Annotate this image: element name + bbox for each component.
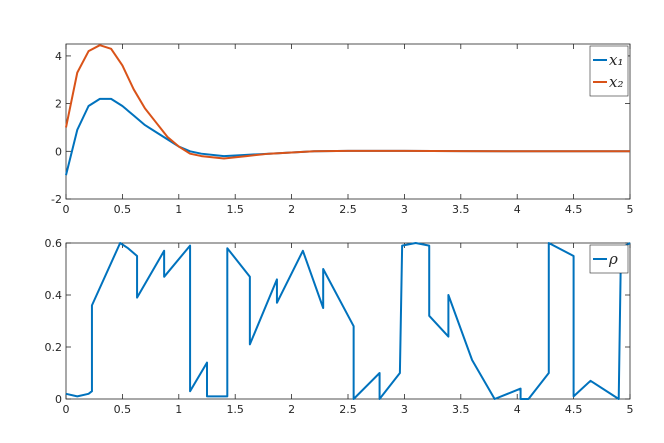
x-tick-label: 4 (514, 203, 521, 216)
x-tick-label: 5 (627, 203, 634, 216)
x-tick-label: 4.5 (565, 403, 583, 416)
y-tick-label: 2 (55, 98, 62, 111)
x-tick-label: 2.5 (339, 403, 357, 416)
axes-box (65, 43, 631, 200)
x-tick-label: 0 (63, 203, 70, 216)
legend-label: x₂ (609, 73, 623, 91)
y-tick-label: 0 (55, 393, 62, 406)
series-line (65, 242, 631, 400)
y-tick-label: 0.4 (45, 289, 63, 302)
x-tick-label: 5 (627, 403, 634, 416)
x-tick-label: 1 (175, 203, 182, 216)
y-tick-label: 0 (55, 145, 62, 158)
x-tick-label: 0.5 (114, 203, 132, 216)
legend-label: x₁ (609, 51, 623, 69)
legend-box (589, 45, 629, 97)
x-tick-label: 2 (288, 403, 295, 416)
x-tick-label: 3 (401, 403, 408, 416)
x-tick-label: 2.5 (339, 203, 357, 216)
y-tick-label: 4 (55, 50, 62, 63)
x-tick-label: 2 (288, 203, 295, 216)
x-tick-label: 3.5 (452, 203, 470, 216)
x-tick-label: 4.5 (565, 203, 583, 216)
x-tick-label: 3 (401, 203, 408, 216)
series-line (65, 44, 630, 160)
x-tick-label: 0 (63, 403, 70, 416)
legend-label: ρ (608, 250, 618, 268)
x-tick-label: 4 (514, 403, 521, 416)
y-tick-label: -2 (51, 193, 62, 206)
y-tick-label: 0.2 (45, 341, 63, 354)
x-tick-label: 0.5 (114, 403, 132, 416)
x-tick-label: 3.5 (452, 403, 470, 416)
x-tick-label: 1 (175, 403, 182, 416)
x-tick-label: 1.5 (226, 403, 244, 416)
x-tick-label: 1.5 (226, 203, 244, 216)
axes-box (65, 242, 631, 400)
y-tick-label: 0.6 (45, 237, 63, 250)
